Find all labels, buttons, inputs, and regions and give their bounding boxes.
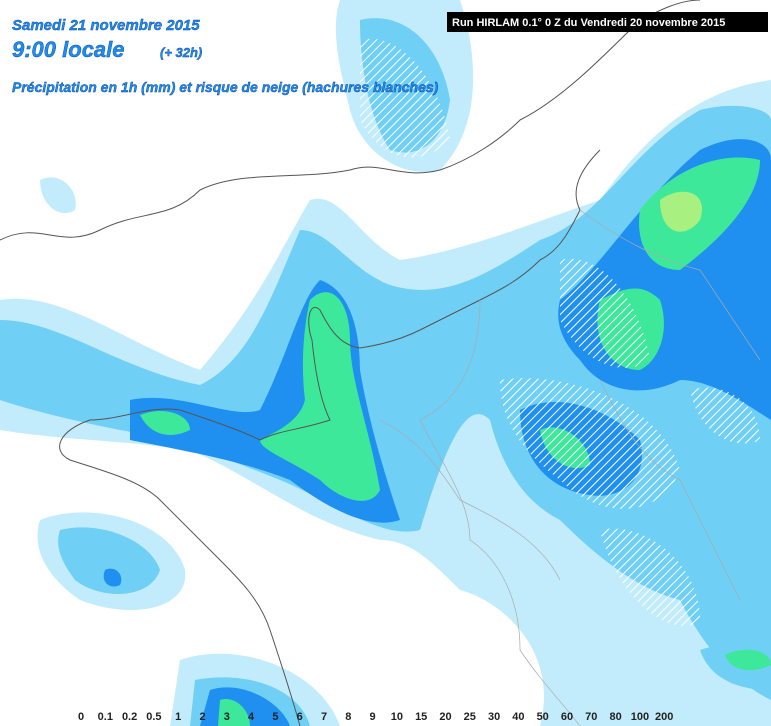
borders (379, 209, 761, 726)
legend-tick-label: 30 (488, 711, 500, 723)
legend-tick-label: 2 (199, 711, 205, 723)
forecast-offset: (+ 32h) (160, 45, 202, 60)
forecast-time: 9:00 locale (12, 37, 125, 62)
legend-tick-label: 50 (537, 711, 549, 723)
coastlines (0, 0, 701, 726)
run-box (447, 12, 768, 32)
forecast-date: Samedi 21 novembre 2015 (12, 17, 200, 34)
legend-tick-label: 40 (512, 711, 524, 723)
legend-tick-label: 0.5 (146, 711, 161, 723)
legend-tick-label: 25 (464, 711, 476, 723)
legend-tick-label: 4 (248, 711, 255, 723)
legend-tick-label: 0.1 (98, 711, 113, 723)
legend-tick-label: 6 (297, 711, 303, 723)
legend-tick-label: 3 (224, 711, 230, 723)
legend-tick-label: 20 (439, 711, 451, 723)
legend-tick-label: 0 (78, 711, 84, 723)
run-label: Run HIRLAM 0.1° 0 Z du Vendredi 20 novem… (452, 17, 725, 29)
legend-tick-label: 10 (391, 711, 403, 723)
legend-tick-label: 9 (370, 711, 376, 723)
legend-tick-label: 80 (609, 711, 621, 723)
map-subtitle: Précipitation en 1h (mm) et risque de ne… (12, 79, 439, 95)
legend-tick-label: 70 (585, 711, 597, 723)
legend-tick-label: 200 (655, 711, 673, 723)
legend-tick-label: 7 (321, 711, 327, 723)
legend-tick-label: 8 (345, 711, 351, 723)
legend-tick-label: 15 (415, 711, 427, 723)
legend-tick-label: 100 (631, 711, 649, 723)
legend-tick-label: 60 (561, 711, 573, 723)
legend-tick-label: 0.2 (122, 711, 137, 723)
legend: 0 0.1 0.2 0.5 1 2 3 4 5 6 7 8 9 10 15 20 25 30 40 50 60 70 80 1… (78, 711, 673, 723)
legend-tick-label: 5 (272, 711, 278, 723)
legend-tick-label: 1 (175, 711, 181, 723)
